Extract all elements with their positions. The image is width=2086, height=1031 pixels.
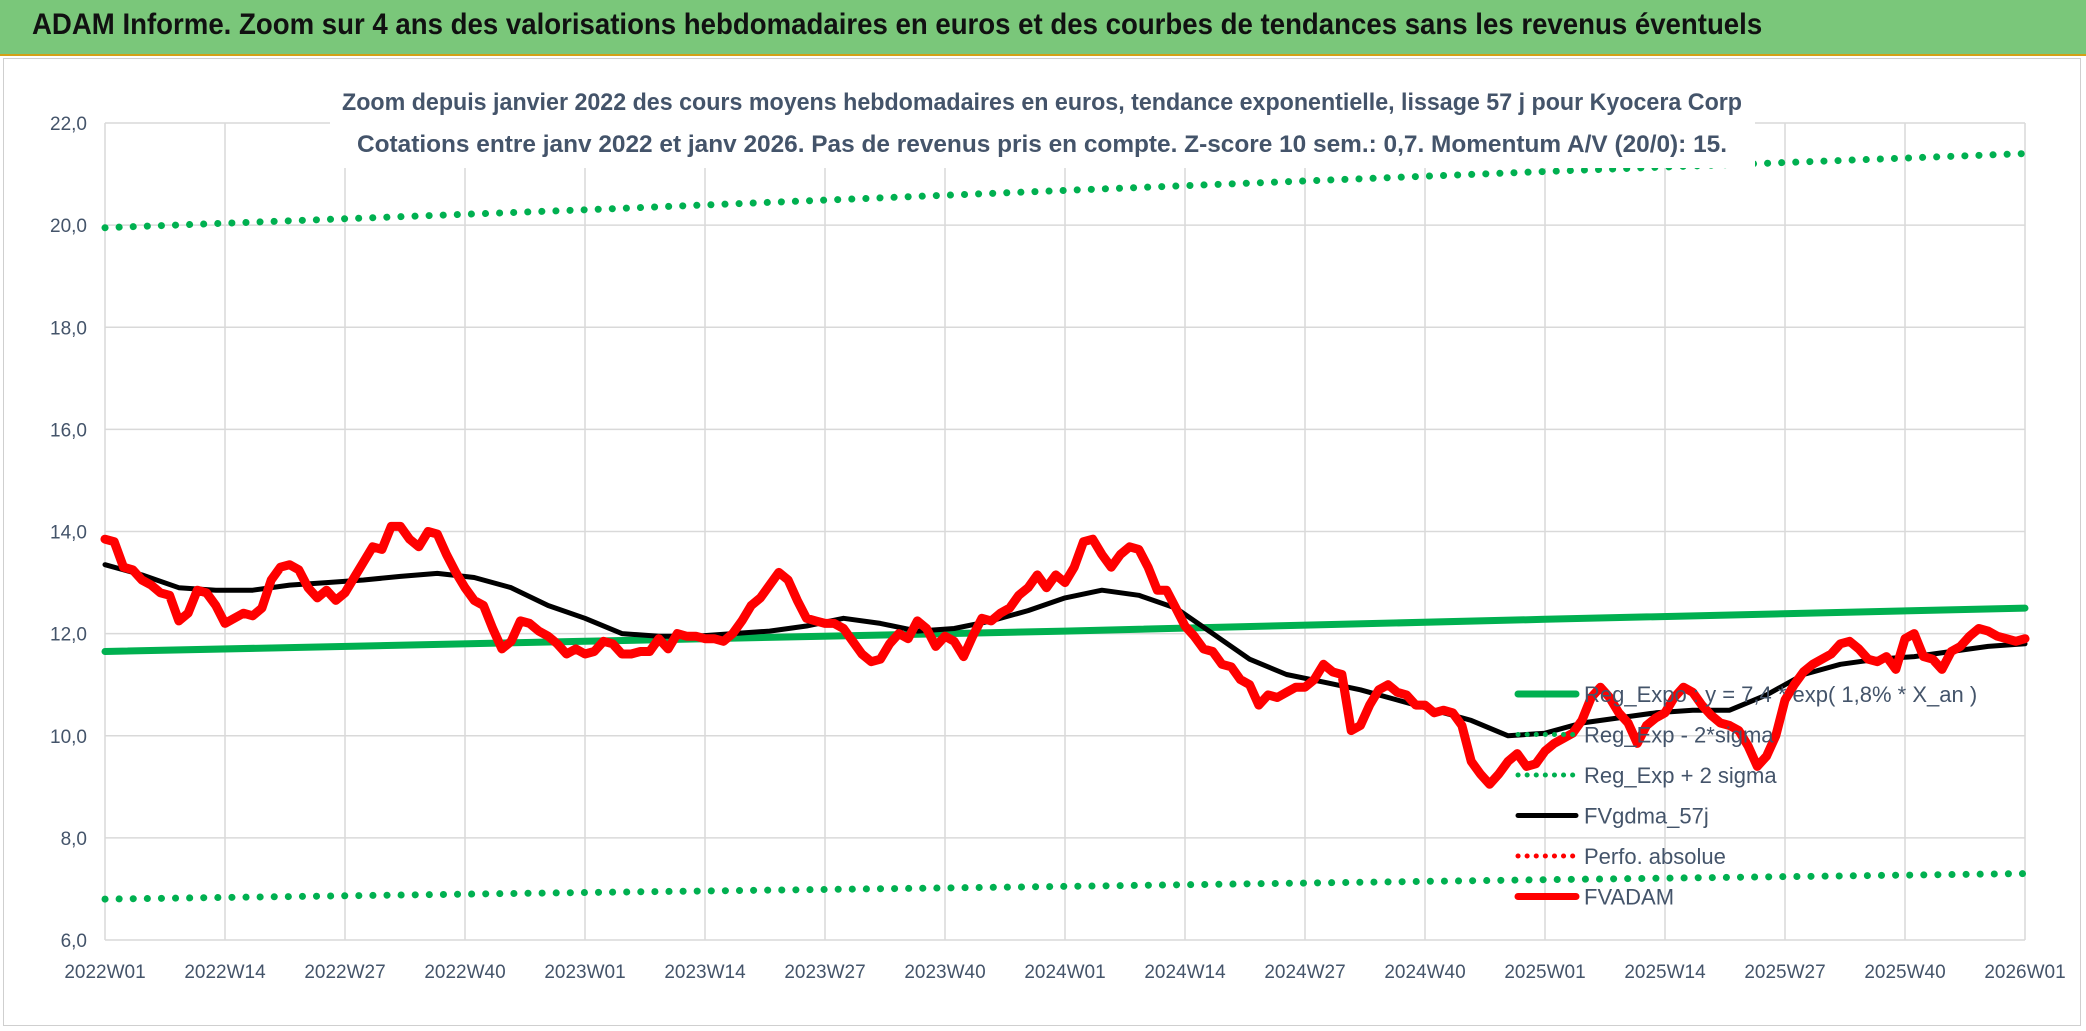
report-title: ADAM Informe. Zoom sur 4 ans des valoris… <box>32 8 1763 41</box>
fvadam-line <box>100 521 2030 789</box>
x-tick-label: 2026W01 <box>1984 962 2065 983</box>
y-tick-label: 16,0 <box>50 420 87 441</box>
legend-label: Reg_Exp + 2 sigma <box>1584 763 1777 788</box>
x-tick-label: 2024W14 <box>1144 962 1226 983</box>
dotted-band-line <box>101 150 2029 232</box>
dotted-band-line <box>101 870 2029 903</box>
y-tick-label: 14,0 <box>50 523 87 544</box>
price-lines <box>100 521 2030 789</box>
y-axis-ticks: 6,0 8,0 10,0 12,0 14,0 16,0 18,0 20,0 22,0 <box>50 114 87 952</box>
y-tick-label: 20,0 <box>50 216 87 237</box>
legend: Reg_Expo : y = 7,4 * exp( 1,8% * X_an ) R… <box>1514 682 1977 910</box>
x-tick-label: 2023W27 <box>784 962 865 983</box>
x-tick-label: 2025W27 <box>1744 962 1825 983</box>
chart-border <box>3 58 2081 1026</box>
x-tick-label: 2025W40 <box>1864 962 1945 983</box>
chart-subtitle: Cotations entre janv 2022 et janv 2026. … <box>357 131 1727 158</box>
y-tick-label: 18,0 <box>50 318 87 339</box>
y-tick-label: 22,0 <box>50 114 87 135</box>
y-tick-label: 6,0 <box>61 931 87 952</box>
legend-label: FVADAM <box>1584 885 1674 910</box>
x-tick-label: 2025W01 <box>1504 962 1585 983</box>
reg-expo-line <box>101 604 2029 655</box>
title-background <box>330 78 1755 168</box>
chart-title: Zoom depuis janvier 2022 des cours moyen… <box>342 89 1742 116</box>
x-tick-label: 2023W14 <box>664 962 746 983</box>
chart-titles: Zoom depuis janvier 2022 des cours moyen… <box>330 78 1755 168</box>
trend-lines <box>101 150 2029 903</box>
x-tick-label: 2025W14 <box>1624 962 1706 983</box>
x-tick-label: 2022W01 <box>64 962 145 983</box>
x-axis-ticks: 2022W01 2022W14 2022W27 2022W40 2023W01 2023W… <box>64 962 2065 983</box>
legend-label: Reg_Expo : y = 7,4 * exp( 1,8% * X_an ) <box>1584 682 1977 707</box>
report-banner: ADAM Informe. Zoom sur 4 ans des valoris… <box>0 0 2086 56</box>
legend-label: FVgdma_57j <box>1584 804 1709 829</box>
x-tick-label: 2023W40 <box>904 962 985 983</box>
legend-label: Reg_Exp - 2*sigma <box>1584 723 1774 748</box>
legend-label: Perfo. absolue <box>1584 844 1726 869</box>
x-tick-label: 2024W40 <box>1384 962 1465 983</box>
x-tick-label: 2023W01 <box>544 962 625 983</box>
y-tick-label: 10,0 <box>50 727 87 748</box>
x-tick-label: 2022W14 <box>184 962 266 983</box>
y-tick-label: 12,0 <box>50 625 87 646</box>
x-tick-label: 2024W01 <box>1024 962 1105 983</box>
y-tick-label: 8,0 <box>61 829 87 850</box>
x-tick-label: 2022W27 <box>304 962 385 983</box>
x-tick-label: 2022W40 <box>424 962 505 983</box>
x-tick-label: 2024W27 <box>1264 962 1345 983</box>
